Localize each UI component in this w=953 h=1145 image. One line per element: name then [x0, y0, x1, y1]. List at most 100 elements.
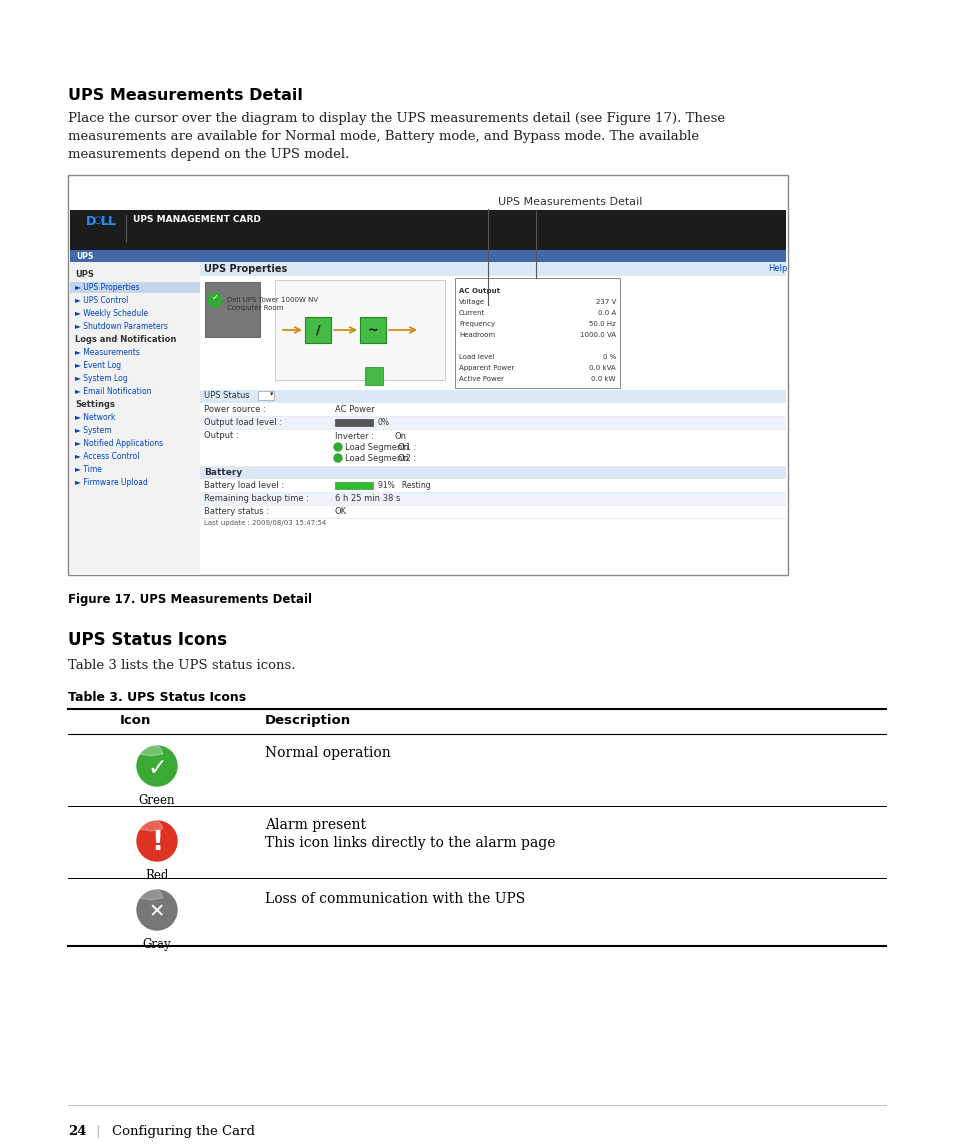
Circle shape: [334, 455, 341, 461]
Text: /: /: [315, 324, 320, 337]
Bar: [200, 417, 785, 429]
Bar: [257, 390, 274, 400]
Text: UPS Status Icons: UPS Status Icons: [68, 631, 227, 649]
Text: ► Measurements: ► Measurements: [75, 348, 140, 357]
Wedge shape: [139, 744, 163, 756]
Text: ✓: ✓: [147, 756, 167, 780]
Wedge shape: [139, 819, 163, 831]
Text: Battery status :: Battery status :: [204, 507, 269, 516]
Text: Last update : 2009/08/03 15:47:54: Last update : 2009/08/03 15:47:54: [204, 520, 326, 526]
Circle shape: [137, 821, 177, 861]
Text: Load level: Load level: [458, 354, 494, 360]
Text: ▾: ▾: [270, 390, 274, 397]
Bar: [305, 317, 331, 344]
Bar: [455, 278, 619, 388]
Bar: [335, 482, 373, 489]
Text: Apparent Power: Apparent Power: [458, 365, 514, 371]
Text: ► UPS Control: ► UPS Control: [75, 297, 129, 305]
Circle shape: [334, 443, 341, 451]
Bar: [365, 368, 382, 385]
Text: UPS Measurements Detail: UPS Measurements Detail: [68, 88, 302, 103]
Text: ► System: ► System: [75, 426, 112, 435]
Circle shape: [208, 293, 222, 307]
Text: Help: Help: [767, 264, 786, 273]
Text: Frequency: Frequency: [458, 321, 495, 327]
Bar: [68, 175, 787, 575]
Text: Current: Current: [458, 310, 485, 316]
Text: Load Segment2 :: Load Segment2 :: [345, 455, 416, 463]
Bar: [274, 281, 444, 380]
Text: ► UPS Properties: ► UPS Properties: [75, 283, 139, 292]
Text: ► Event Log: ► Event Log: [75, 361, 121, 370]
Text: Headroom: Headroom: [458, 332, 495, 338]
Bar: [359, 317, 386, 344]
Text: ► Email Notification: ► Email Notification: [75, 387, 152, 396]
Text: measurements are available for Normal mode, Battery mode, and Bypass mode. The a: measurements are available for Normal mo…: [68, 131, 699, 143]
Text: Active Power: Active Power: [458, 376, 503, 382]
Text: measurements depend on the UPS model.: measurements depend on the UPS model.: [68, 148, 349, 161]
Text: Dell UPS Tower 1000W NV: Dell UPS Tower 1000W NV: [227, 297, 317, 303]
Bar: [200, 480, 785, 492]
Text: Voltage: Voltage: [458, 299, 485, 305]
Text: Place the cursor over the diagram to display the UPS measurements detail (see Fi: Place the cursor over the diagram to dis…: [68, 112, 724, 125]
Text: Table 3. UPS Status Icons: Table 3. UPS Status Icons: [68, 690, 246, 704]
Text: 1000.0 VA: 1000.0 VA: [579, 332, 616, 338]
Text: This icon links directly to the alarm page: This icon links directly to the alarm pa…: [265, 836, 555, 850]
Bar: [70, 210, 785, 250]
Text: ► System Log: ► System Log: [75, 374, 128, 382]
Text: Computer Room: Computer Room: [227, 305, 283, 311]
Wedge shape: [139, 889, 163, 900]
Text: ✕: ✕: [149, 902, 165, 922]
Text: |: |: [95, 1126, 99, 1138]
Bar: [205, 282, 260, 337]
Text: Battery load level :: Battery load level :: [204, 481, 284, 490]
Bar: [200, 506, 785, 518]
Text: 0 %: 0 %: [602, 354, 616, 360]
Bar: [70, 250, 785, 262]
Text: Alarm present: Alarm present: [265, 818, 366, 832]
Text: ○: ○: [94, 215, 102, 226]
Text: Remaining backup time :: Remaining backup time :: [204, 493, 309, 503]
Bar: [200, 467, 785, 479]
Text: UPS Status: UPS Status: [204, 390, 250, 400]
Text: On: On: [395, 432, 407, 441]
Text: ► Time: ► Time: [75, 465, 102, 474]
Text: D: D: [86, 215, 96, 228]
Text: Output load level :: Output load level :: [204, 418, 282, 427]
Text: AC Power: AC Power: [335, 405, 375, 414]
Text: Normal operation: Normal operation: [265, 747, 391, 760]
Bar: [70, 262, 200, 572]
Text: 0%: 0%: [377, 418, 390, 427]
Text: ► Weekly Schedule: ► Weekly Schedule: [75, 309, 148, 318]
Text: OK: OK: [335, 507, 347, 516]
Text: ✓: ✓: [212, 292, 218, 301]
Text: Red: Red: [145, 869, 169, 882]
Bar: [70, 282, 200, 293]
Bar: [200, 493, 785, 505]
Text: Description: Description: [265, 714, 351, 727]
Text: Figure 17. UPS Measurements Detail: Figure 17. UPS Measurements Detail: [68, 593, 312, 606]
Text: Configuring the Card: Configuring the Card: [112, 1126, 254, 1138]
Text: Gray: Gray: [143, 938, 172, 951]
Text: On: On: [397, 455, 410, 463]
Text: 0.0 kVA: 0.0 kVA: [589, 365, 616, 371]
Text: Battery: Battery: [204, 468, 242, 477]
Text: AC Output: AC Output: [458, 289, 499, 294]
Bar: [200, 262, 785, 276]
Text: Logs and Notification: Logs and Notification: [75, 335, 176, 343]
Text: 50.0 Hz: 50.0 Hz: [589, 321, 616, 327]
Bar: [200, 431, 785, 466]
Text: ► Access Control: ► Access Control: [75, 452, 139, 461]
Text: UPS: UPS: [75, 270, 93, 279]
Text: Output :: Output :: [204, 431, 238, 440]
Bar: [200, 404, 785, 416]
Text: ► Shutdown Parameters: ► Shutdown Parameters: [75, 322, 168, 331]
Text: On: On: [397, 443, 410, 452]
Text: UPS Measurements Detail: UPS Measurements Detail: [497, 197, 641, 207]
Text: LL: LL: [101, 215, 117, 228]
Text: UPS: UPS: [76, 252, 93, 261]
Text: 237 V: 237 V: [595, 299, 616, 305]
Text: 24: 24: [68, 1126, 87, 1138]
Text: ► Firmware Upload: ► Firmware Upload: [75, 477, 148, 487]
Text: Icon: Icon: [120, 714, 152, 727]
